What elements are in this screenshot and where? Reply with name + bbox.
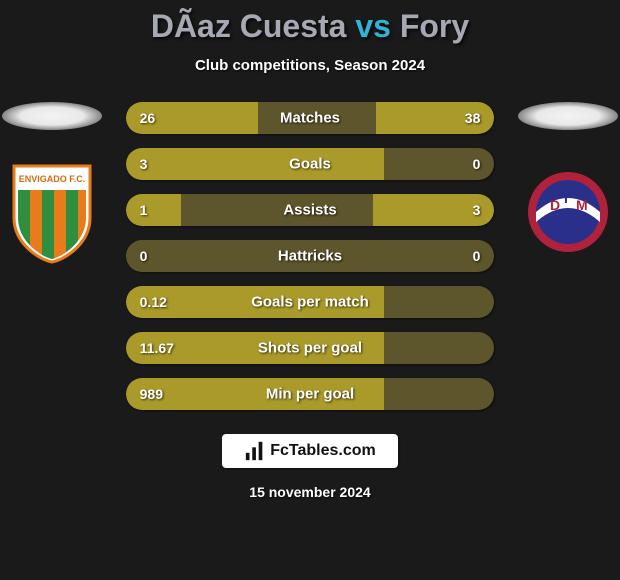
stat-value-right: 38 <box>465 110 481 126</box>
team-left-badge: ENVIGADO F.C. <box>10 160 94 264</box>
player2-name: Fory <box>400 8 469 44</box>
stat-row: 3 Goals 0 <box>126 148 495 180</box>
stat-value-left: 3 <box>140 156 148 172</box>
stat-value-left: 989 <box>140 386 163 402</box>
chart-icon <box>244 440 266 462</box>
stat-value-left: 1 <box>140 202 148 218</box>
stat-value-left: 11.67 <box>140 340 174 356</box>
stat-value-right: 0 <box>473 248 481 264</box>
envigado-badge-icon: ENVIGADO F.C. <box>10 160 94 264</box>
date-text: 15 november 2024 <box>0 484 620 500</box>
team-left-column: ENVIGADO F.C. <box>0 102 104 264</box>
stat-label: Min per goal <box>266 386 354 403</box>
stat-label: Shots per goal <box>258 340 362 357</box>
stat-row: 989 Min per goal <box>126 378 495 410</box>
team-right-column: D I M <box>516 102 620 264</box>
team-right-badge: D I M <box>526 160 610 264</box>
stat-row: 26 Matches 38 <box>126 102 495 134</box>
vs-text: vs <box>355 8 391 44</box>
stat-row: 0.12 Goals per match <box>126 286 495 318</box>
stat-fill-left <box>126 148 384 180</box>
stat-label: Goals <box>289 156 331 173</box>
stat-bars: 26 Matches 38 3 Goals 0 1 Assists 3 0 Hattricks 0 0.… <box>126 102 495 410</box>
stat-label: Matches <box>280 110 340 127</box>
stat-value-left: 0.12 <box>140 294 167 310</box>
stat-value-left: 26 <box>140 110 156 126</box>
svg-text:ENVIGADO F.C.: ENVIGADO F.C. <box>19 174 86 184</box>
stat-value-right: 0 <box>473 156 481 172</box>
page-title: DÃ­az Cuesta vs Fory <box>0 0 620 45</box>
subtitle: Club competitions, Season 2024 <box>0 57 620 74</box>
stat-value-left: 0 <box>140 248 148 264</box>
player1-name: DÃ­az Cuesta <box>151 8 347 44</box>
player-shadow-right <box>518 102 618 130</box>
stat-label: Assists <box>283 202 336 219</box>
svg-text:M: M <box>576 197 588 213</box>
stat-row: 0 Hattricks 0 <box>126 240 495 272</box>
svg-text:D: D <box>550 197 560 213</box>
player-shadow-left <box>2 102 102 130</box>
dim-badge-icon: D I M <box>526 170 610 254</box>
comparison-content: ENVIGADO F.C. 26 Matches 38 3 Goals 0 1 Assists… <box>0 102 620 410</box>
stat-row: 11.67 Shots per goal <box>126 332 495 364</box>
footer-brand: FcTables.com <box>222 434 398 468</box>
stat-value-right: 3 <box>473 202 481 218</box>
stat-label: Goals per match <box>251 294 369 311</box>
stat-row: 1 Assists 3 <box>126 194 495 226</box>
footer-brand-text: FcTables.com <box>270 442 376 460</box>
svg-text:I: I <box>564 190 568 206</box>
stat-fill-left <box>126 194 181 226</box>
stat-label: Hattricks <box>278 248 342 265</box>
